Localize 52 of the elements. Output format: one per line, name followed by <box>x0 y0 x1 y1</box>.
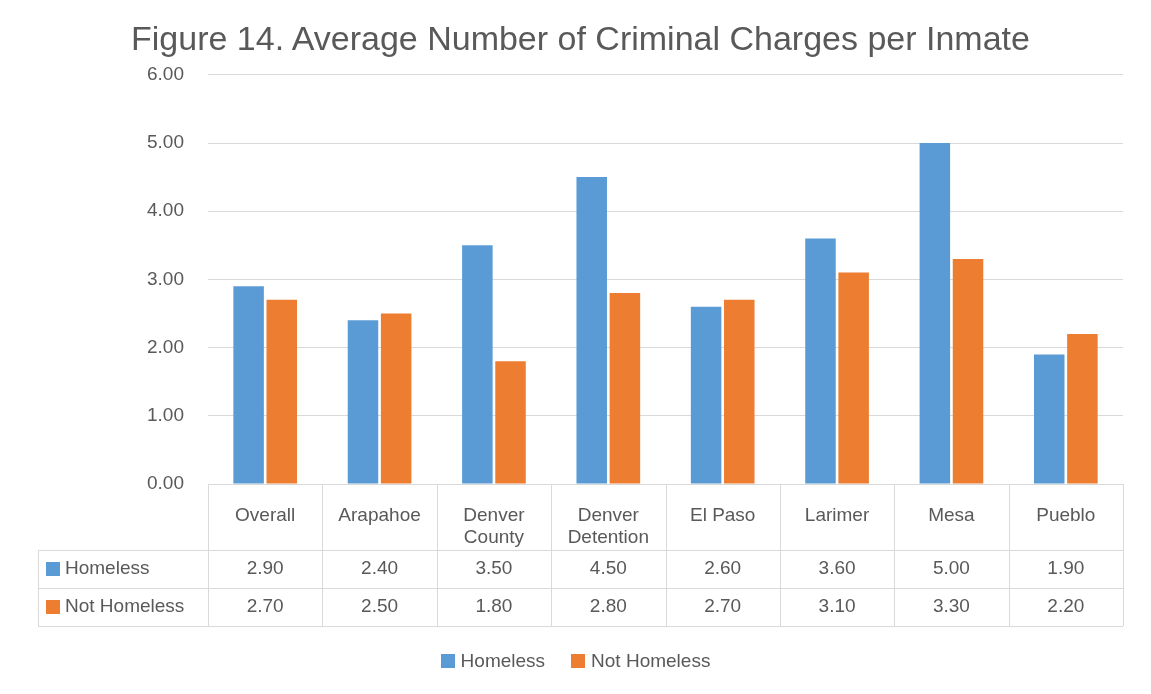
data-label: 3.10 <box>818 595 856 617</box>
data-label: 2.80 <box>589 595 627 617</box>
y-tick-label: 1.00 <box>147 404 184 426</box>
data-label: 2.40 <box>361 557 399 579</box>
data-label: 1.80 <box>475 595 513 617</box>
data-label: 1.90 <box>1047 557 1085 579</box>
legend-label: Not Homeless <box>65 595 185 617</box>
x-tick-label: El Paso <box>689 503 756 525</box>
data-label: 2.90 <box>246 557 284 579</box>
bar <box>1033 354 1065 484</box>
x-tick-label: Larimer <box>804 503 870 525</box>
data-label: 3.30 <box>932 595 970 617</box>
data-label: 3.50 <box>475 557 513 579</box>
bar <box>609 293 641 484</box>
y-tick-label: 3.00 <box>147 267 184 289</box>
data-label: 3.60 <box>818 557 856 579</box>
x-tick-label: Overall <box>235 503 296 525</box>
y-tick-label: 2.00 <box>147 335 184 357</box>
bar <box>724 299 755 484</box>
data-label: 4.50 <box>589 557 627 579</box>
text: Not Homeless <box>591 650 711 671</box>
legend-label: Homeless <box>65 557 150 579</box>
bar <box>576 177 607 484</box>
bar <box>1067 333 1098 484</box>
data-label: 2.60 <box>704 557 742 579</box>
y-tick-label: 6.00 <box>147 63 184 85</box>
y-tick-label: 4.00 <box>147 199 184 221</box>
text: Homeless <box>460 650 546 671</box>
bar <box>952 258 984 484</box>
x-tick-label: Pueblo <box>1036 503 1096 525</box>
bar <box>690 306 722 484</box>
bar <box>495 361 526 484</box>
chart-title: Figure 14. Average Number of Criminal Charges per Inmate <box>131 18 1030 57</box>
bar <box>805 238 836 484</box>
data-label: 5.00 <box>932 557 970 579</box>
bar <box>266 299 298 484</box>
x-tick-label: Denver County <box>463 503 526 548</box>
y-tick-label: 0.00 <box>147 472 184 494</box>
data-label: 2.70 <box>246 595 284 617</box>
x-tick-label: Arapahoe <box>338 503 421 525</box>
data-label: 2.70 <box>704 595 742 617</box>
bar <box>919 143 951 484</box>
y-tick-label: 5.00 <box>147 131 184 153</box>
data-label: 2.50 <box>361 595 399 617</box>
data-label: 2.20 <box>1047 595 1085 617</box>
bar <box>347 320 379 484</box>
bar <box>380 313 412 484</box>
bar <box>233 286 264 484</box>
bar <box>462 245 493 484</box>
x-tick-label: Denver Detention <box>567 503 649 548</box>
bar <box>838 272 869 484</box>
x-tick-label: Mesa <box>928 503 976 525</box>
